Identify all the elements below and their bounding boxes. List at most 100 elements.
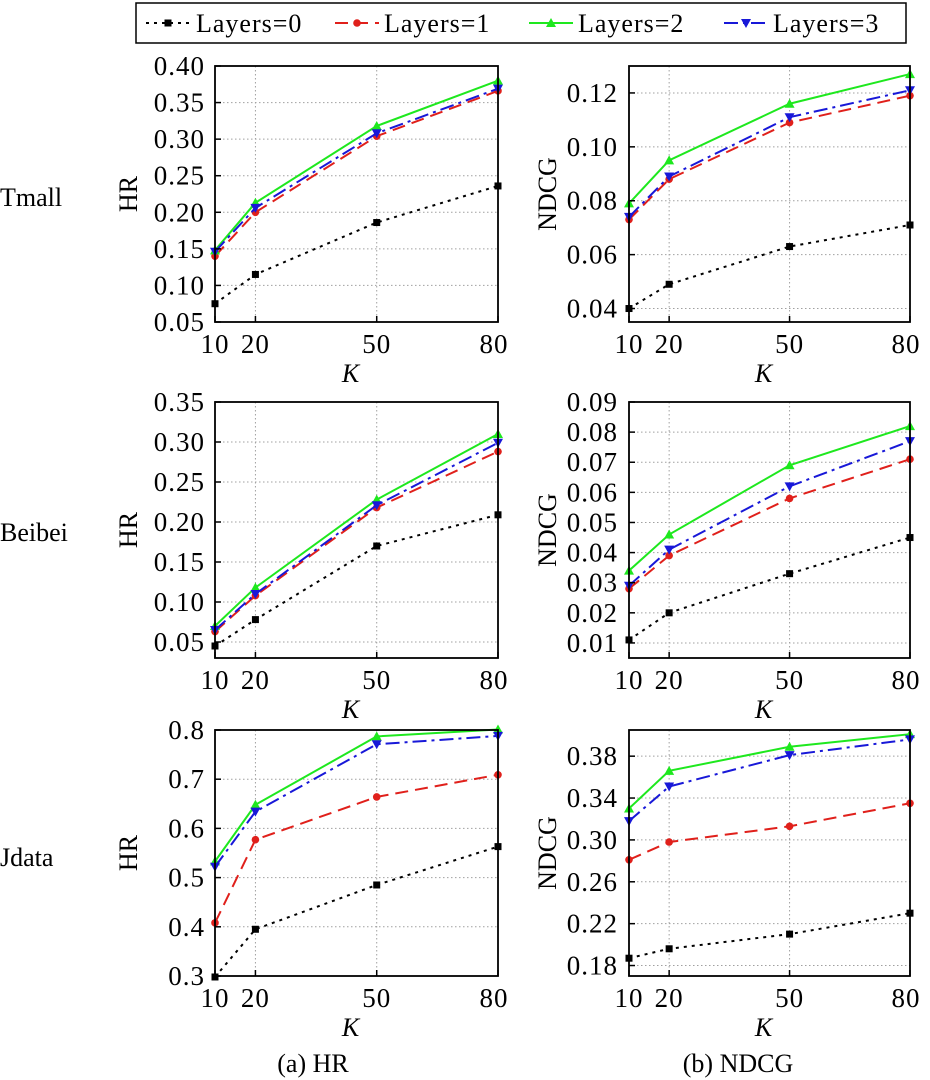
plot-frame — [628, 65, 911, 323]
xtick-label-2: 50 — [362, 983, 391, 1013]
legend-label-1: Layers=1 — [384, 9, 490, 38]
point-s3-1 — [664, 545, 675, 555]
ytick-label-7: 0.08 — [567, 417, 618, 447]
xtick-label-3: 80 — [892, 329, 921, 359]
point-s1-2 — [372, 793, 381, 801]
ytick-label-0: 0.05 — [154, 307, 205, 337]
xtick-label-1: 20 — [241, 665, 270, 695]
plot-frame — [628, 401, 911, 659]
point-s0-1 — [665, 609, 673, 617]
point-s3-2 — [784, 113, 795, 123]
xtick-label-3: 80 — [892, 665, 921, 695]
legend-marker-1 — [353, 19, 361, 27]
x-axis-label: K — [341, 1013, 361, 1042]
ytick-label-5: 0.30 — [154, 427, 205, 457]
series-line-0 — [214, 184, 499, 305]
ytick-label-1: 0.06 — [567, 240, 618, 270]
panels: 0.05 0.10 0.15 0.20 0.25 0.30 0.35 0.40 10 20 50 80… — [114, 51, 921, 1042]
panel-jdata-hr: 0.3 0.4 0.5 0.6 0.7 0.8 10 20 50 80 K HR — [114, 715, 508, 1042]
panel-tmall-ndcg: 0.04 0.06 0.08 0.10 0.12 10 20 50 80 K NDCG — [533, 65, 921, 388]
series-line-2 — [214, 728, 499, 862]
xtick-label-0: 10 — [201, 665, 230, 695]
panel-jdata-ndcg: 0.18 0.22 0.26 0.30 0.34 0.38 10 20 50 80 K NDCG — [533, 729, 920, 1042]
plot-frame — [214, 729, 499, 977]
point-s0-1 — [251, 616, 259, 624]
x-axis-label: K — [754, 695, 774, 724]
series-line-1 — [628, 458, 911, 590]
ytick-label-5: 0.8 — [168, 715, 205, 745]
ytick-label-1: 0.10 — [154, 587, 205, 617]
y-axis-label: NDCG — [533, 157, 562, 231]
point-s3-1 — [250, 590, 261, 599]
ytick-label-2: 0.15 — [154, 547, 205, 577]
legend-label-2: Layers=2 — [578, 9, 684, 38]
point-s2-1 — [664, 765, 675, 775]
point-s0-1 — [251, 270, 259, 278]
ytick-label-4: 0.12 — [567, 78, 618, 108]
ytick-label-7: 0.40 — [154, 51, 205, 81]
point-s2-1 — [664, 529, 675, 539]
point-s2-3 — [493, 724, 503, 734]
xtick-label-3: 80 — [480, 329, 509, 359]
row-label-beibei: Beibei — [0, 518, 68, 547]
legend-marker-3 — [741, 19, 751, 28]
series-line-2 — [628, 73, 911, 205]
ytick-label-0: 0.04 — [567, 294, 618, 324]
series-line-1 — [214, 450, 499, 633]
ytick-label-2: 0.08 — [567, 186, 618, 216]
xtick-label-0: 10 — [615, 329, 644, 359]
ytick-label-3: 0.10 — [567, 132, 618, 162]
point-s2-1 — [664, 155, 675, 165]
y-axis-label: HR — [114, 511, 143, 548]
series-line-3 — [628, 440, 911, 587]
point-s3-1 — [250, 203, 261, 213]
ytick-label-4: 0.7 — [168, 764, 205, 794]
series-line-3 — [628, 738, 911, 822]
series-line-2 — [214, 433, 499, 627]
point-s1-1 — [251, 835, 260, 844]
point-s0-2 — [786, 930, 794, 938]
ytick-label-0: 0.05 — [154, 627, 205, 657]
ytick-label-1: 0.10 — [154, 270, 205, 300]
point-s0-2 — [373, 219, 381, 227]
series-line-0 — [628, 224, 911, 310]
series-line-2 — [214, 79, 499, 251]
point-s0-2 — [786, 570, 794, 578]
x-axis-label: K — [341, 695, 361, 724]
ytick-label-4: 0.25 — [154, 161, 205, 191]
x-axis-label: K — [754, 359, 774, 388]
ytick-label-0: 0.18 — [567, 951, 618, 981]
series-line-0 — [214, 513, 499, 647]
panel-beibei-hr: 0.05 0.10 0.15 0.20 0.25 0.30 0.35 10 20 50 80 K HR — [114, 387, 508, 724]
xtick-label-0: 10 — [201, 329, 230, 359]
legend-marker-2 — [546, 18, 556, 27]
point-s0-2 — [373, 542, 381, 550]
plot-frame — [214, 65, 499, 323]
point-s3-2 — [784, 751, 795, 761]
xtick-label-2: 50 — [775, 329, 804, 359]
point-s2-2 — [784, 98, 795, 108]
point-s2-1 — [250, 582, 261, 592]
point-s0-1 — [251, 925, 259, 933]
xtick-label-2: 50 — [775, 983, 804, 1013]
series-line-1 — [628, 94, 911, 221]
ytick-label-3: 0.04 — [567, 538, 618, 568]
caption-ndcg: (b) NDCG — [683, 1049, 794, 1078]
row-label-tmall: Tmall — [0, 183, 62, 212]
legend-label-3: Layers=3 — [773, 9, 879, 38]
ytick-label-2: 0.03 — [567, 568, 618, 598]
panel-tmall-hr: 0.05 0.10 0.15 0.20 0.25 0.30 0.35 0.40 10 20 50 80… — [114, 51, 509, 388]
series-line-1 — [214, 773, 499, 924]
ytick-label-3: 0.30 — [567, 825, 618, 855]
point-s1-1 — [665, 551, 673, 560]
point-s3-2 — [371, 129, 382, 139]
ytick-label-1: 0.4 — [168, 912, 205, 942]
xtick-label-1: 20 — [655, 329, 684, 359]
point-s0-2 — [786, 243, 794, 251]
ytick-label-6: 0.35 — [154, 387, 205, 417]
ytick-label-5: 0.30 — [154, 124, 205, 154]
caption-hr: (a) HR — [277, 1049, 349, 1078]
point-s2-2 — [371, 731, 382, 741]
ytick-label-4: 0.05 — [567, 507, 618, 537]
xtick-label-2: 50 — [362, 329, 391, 359]
